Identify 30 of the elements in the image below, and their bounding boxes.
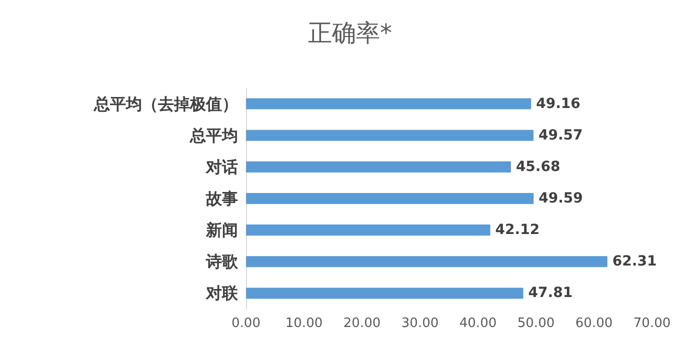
bar <box>246 130 534 141</box>
bar <box>246 256 608 268</box>
x-tick-label: 30.00 <box>401 316 439 331</box>
x-tick-label: 0.00 <box>232 316 260 331</box>
y-tick-label: 对联 <box>205 284 239 303</box>
y-tick-label: 总平均（去掉极值） <box>93 94 238 114</box>
bar <box>246 192 534 204</box>
data-label: 47.81 <box>528 285 573 302</box>
chart-title: 正确率* <box>308 19 392 47</box>
y-tick-label: 总平均 <box>189 126 238 145</box>
data-label: 49.16 <box>536 96 580 112</box>
x-tick-label: 20.00 <box>343 316 381 331</box>
data-label: 49.59 <box>538 190 583 206</box>
x-tick-label: 70.00 <box>633 316 671 331</box>
y-tick-label: 对话 <box>205 157 238 176</box>
bar <box>246 161 511 172</box>
data-label: 45.68 <box>516 158 560 175</box>
y-tick-label: 故事 <box>205 189 238 208</box>
x-tick-label: 60.00 <box>575 316 613 331</box>
x-tick-label: 50.00 <box>517 316 555 331</box>
bar <box>246 224 490 236</box>
data-label: 62.31 <box>612 254 657 270</box>
y-tick-label: 新闻 <box>205 220 238 240</box>
bar <box>246 98 532 110</box>
data-label: 49.57 <box>538 127 583 144</box>
y-tick-label: 诗歌 <box>205 252 239 272</box>
x-tick-label: 10.00 <box>285 316 323 331</box>
bar <box>246 288 524 299</box>
data-label: 42.12 <box>495 222 540 238</box>
x-tick-label: 40.00 <box>459 316 497 331</box>
